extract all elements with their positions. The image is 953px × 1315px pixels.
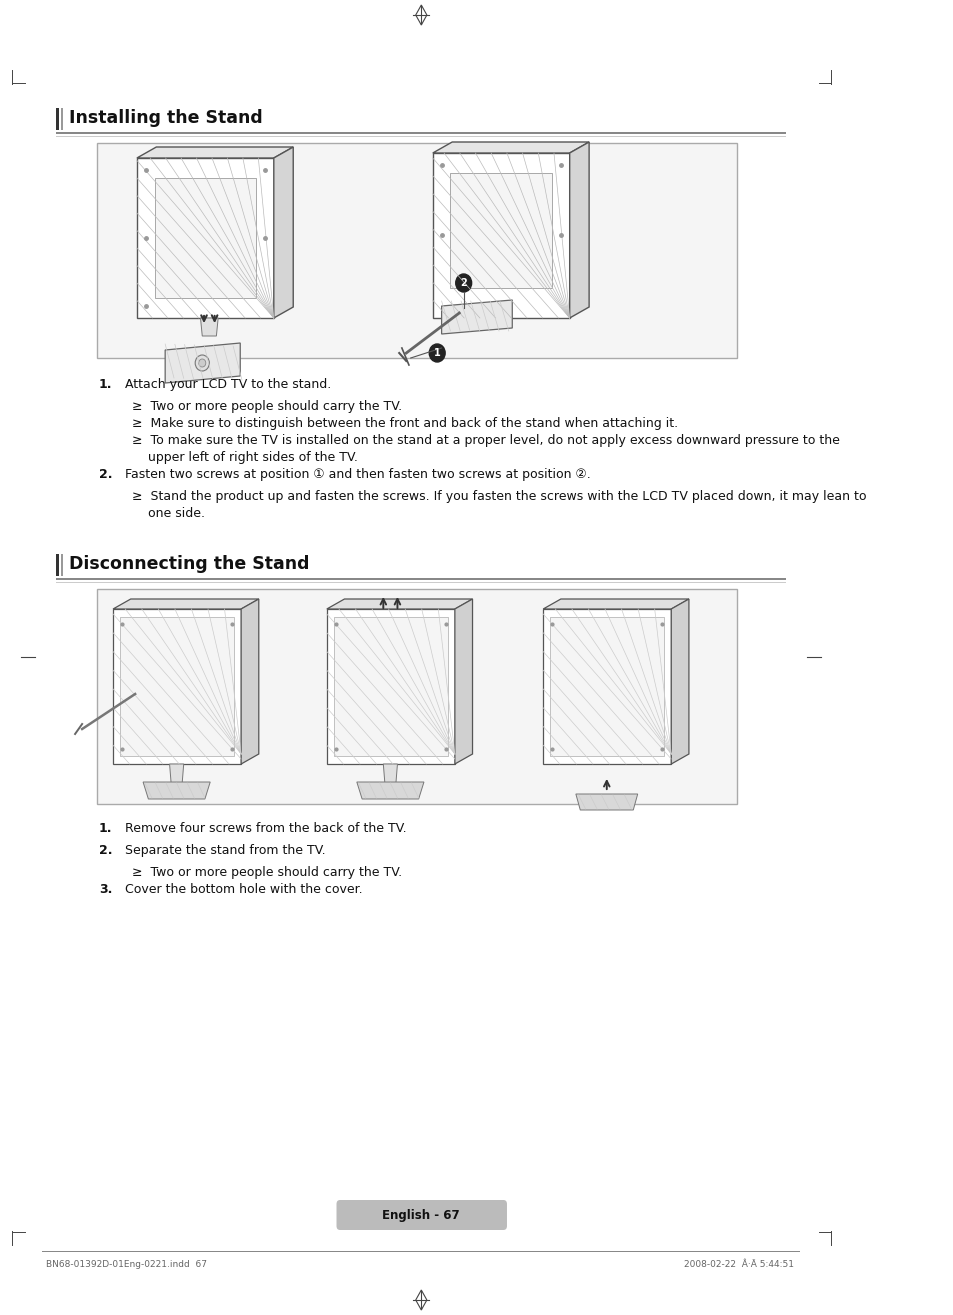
Polygon shape <box>383 764 397 786</box>
Text: one side.: one side. <box>132 508 205 519</box>
Circle shape <box>456 274 471 292</box>
Polygon shape <box>433 153 569 318</box>
Circle shape <box>429 345 445 362</box>
Polygon shape <box>274 147 293 318</box>
Text: ≥  Make sure to distinguish between the front and back of the stand when attachi: ≥ Make sure to distinguish between the f… <box>132 417 678 430</box>
Polygon shape <box>356 782 423 800</box>
Polygon shape <box>433 142 589 153</box>
Bar <box>154 178 255 299</box>
Text: Disconnecting the Stand: Disconnecting the Stand <box>69 555 309 573</box>
Text: ≥  To make sure the TV is installed on the stand at a proper level, do not apply: ≥ To make sure the TV is installed on th… <box>132 434 840 447</box>
Polygon shape <box>120 617 233 756</box>
Circle shape <box>198 359 206 367</box>
Polygon shape <box>165 343 240 383</box>
Bar <box>450 174 552 288</box>
Text: Attach your LCD TV to the stand.: Attach your LCD TV to the stand. <box>125 377 332 391</box>
Text: 2: 2 <box>460 277 467 288</box>
Bar <box>97 589 736 803</box>
Polygon shape <box>143 782 210 800</box>
Polygon shape <box>542 609 671 764</box>
Bar <box>61 554 63 576</box>
Text: 3.: 3. <box>99 882 112 896</box>
Text: 2.: 2. <box>99 468 112 481</box>
Polygon shape <box>137 147 293 158</box>
Polygon shape <box>542 600 688 609</box>
Polygon shape <box>113 600 258 609</box>
Polygon shape <box>671 600 688 764</box>
Polygon shape <box>576 794 637 810</box>
Polygon shape <box>241 600 258 764</box>
Polygon shape <box>327 600 472 609</box>
Polygon shape <box>455 600 472 764</box>
Text: 2.: 2. <box>99 844 112 857</box>
Text: English - 67: English - 67 <box>382 1208 459 1222</box>
Polygon shape <box>334 617 447 756</box>
Bar <box>55 133 785 134</box>
Circle shape <box>195 355 209 371</box>
Polygon shape <box>569 142 589 318</box>
Polygon shape <box>113 609 241 764</box>
Polygon shape <box>550 617 663 756</box>
Text: 1: 1 <box>434 348 440 358</box>
Polygon shape <box>327 609 455 764</box>
Text: upper left of right sides of the TV.: upper left of right sides of the TV. <box>132 451 358 464</box>
FancyBboxPatch shape <box>336 1201 506 1230</box>
Polygon shape <box>200 318 218 337</box>
Text: ≥  Two or more people should carry the TV.: ≥ Two or more people should carry the TV… <box>132 400 402 413</box>
Bar <box>55 554 59 576</box>
Bar <box>55 579 785 580</box>
Text: ≥  Stand the product up and fasten the screws. If you fasten the screws with the: ≥ Stand the product up and fasten the sc… <box>132 490 866 504</box>
Text: 1.: 1. <box>99 377 112 391</box>
Text: Installing the Stand: Installing the Stand <box>69 109 262 128</box>
Text: 1.: 1. <box>99 822 112 835</box>
Text: BN68-01392D-01Eng-0221.indd  67: BN68-01392D-01Eng-0221.indd 67 <box>46 1260 207 1269</box>
Text: Remove four screws from the back of the TV.: Remove four screws from the back of the … <box>125 822 407 835</box>
Text: Fasten two screws at position ① and then fasten two screws at position ②.: Fasten two screws at position ① and then… <box>125 468 591 481</box>
Polygon shape <box>137 158 274 318</box>
Polygon shape <box>441 300 512 334</box>
Text: Cover the bottom hole with the cover.: Cover the bottom hole with the cover. <box>125 882 363 896</box>
Polygon shape <box>170 764 184 786</box>
Text: Separate the stand from the TV.: Separate the stand from the TV. <box>125 844 326 857</box>
Text: ≥  Two or more people should carry the TV.: ≥ Two or more people should carry the TV… <box>132 867 402 878</box>
Bar <box>61 108 63 130</box>
Bar <box>97 143 736 358</box>
Bar <box>55 108 59 130</box>
Text: 2008-02-22  Â·Ã 5:44:51: 2008-02-22 Â·Ã 5:44:51 <box>683 1260 793 1269</box>
